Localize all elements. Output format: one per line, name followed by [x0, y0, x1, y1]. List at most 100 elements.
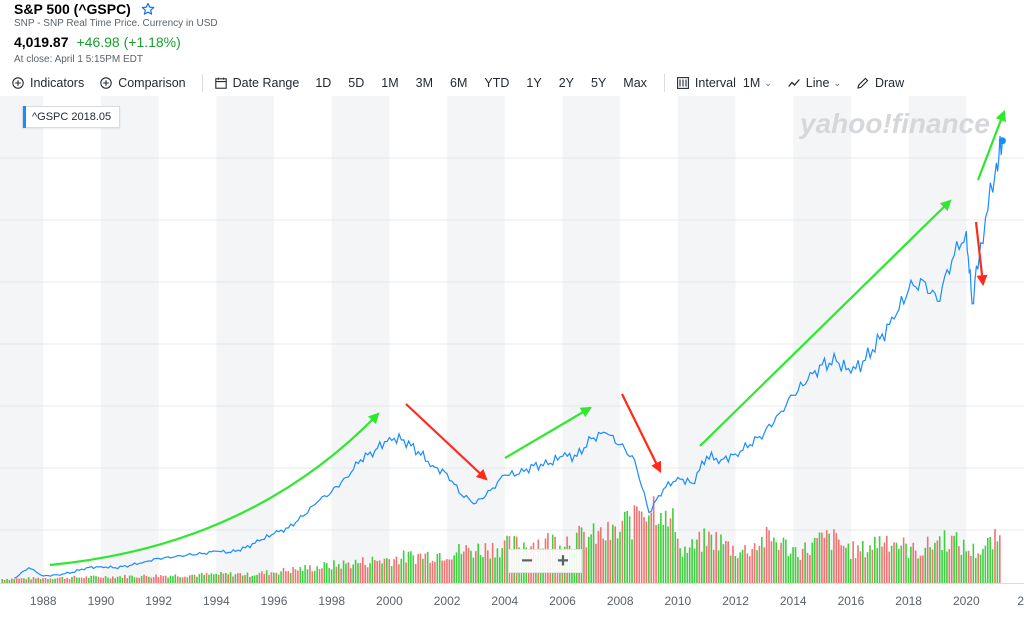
volume-bar	[648, 515, 650, 583]
range-6m[interactable]: 6M	[450, 76, 468, 90]
range-5y[interactable]: 5Y	[591, 76, 607, 90]
volume-bar	[489, 558, 492, 583]
range-ytd[interactable]: YTD	[484, 76, 510, 90]
down-trend-arrow	[974, 221, 988, 287]
volume-bar	[354, 559, 357, 583]
volume-bar	[237, 573, 239, 583]
series-legend[interactable]: ^GSPC 2018.05	[22, 106, 121, 128]
x-tick-label: 2002	[434, 594, 461, 608]
pencil-icon	[857, 77, 869, 89]
price-chart[interactable]: 1988 1990 1992 1994 1996 1998 2000 2002 2004 2006…	[0, 96, 1024, 618]
volume-bar	[960, 554, 963, 583]
date-range-label: Date Range	[232, 76, 300, 90]
toolbar-divider	[201, 74, 203, 92]
x-tick-label: 2008	[607, 594, 634, 608]
volume-bar	[626, 510, 629, 583]
volume-bar	[792, 547, 794, 583]
volume-bar	[503, 540, 506, 583]
volume-bar	[715, 532, 717, 583]
indicators-button[interactable]: Indicators	[12, 76, 84, 90]
range-5d[interactable]: 5D	[348, 76, 365, 90]
volume-bar	[386, 558, 388, 583]
volume-bar	[619, 531, 621, 583]
volume-bar	[734, 555, 737, 583]
volume-bar	[763, 547, 766, 583]
volume-bar	[833, 529, 835, 583]
volume-bar	[438, 553, 441, 583]
volume-bar	[857, 545, 859, 583]
volume-bar	[422, 558, 424, 583]
volume-bar	[698, 531, 701, 583]
volume-bar	[99, 577, 102, 583]
volume-bar	[37, 577, 40, 583]
volume-bar	[599, 527, 602, 583]
chart-area[interactable]: 1988 1990 1992 1994 1996 1998 2000 2002 2004 2006…	[0, 96, 1024, 618]
date-range-button[interactable]: Date Range	[214, 76, 300, 90]
volume-bar	[816, 538, 818, 583]
volume-bar	[426, 551, 429, 583]
range-1m[interactable]: 1M	[381, 76, 399, 90]
volume-bar	[294, 569, 297, 583]
volume-bar	[169, 575, 172, 583]
volume-bar	[590, 534, 592, 583]
volume-bar	[176, 576, 179, 583]
volume-bar	[837, 539, 840, 583]
volume-bar	[597, 530, 600, 583]
volume-bar	[643, 517, 645, 583]
volume-bar	[484, 543, 487, 583]
range-3m[interactable]: 3M	[415, 76, 434, 90]
volume-bar	[263, 573, 266, 583]
x-tick-label: 2006	[549, 594, 576, 608]
volume-bar	[828, 533, 830, 583]
volume-bar	[277, 574, 280, 583]
volume-bar	[253, 575, 256, 583]
range-1d[interactable]: 1D	[315, 76, 332, 90]
volume-bar	[768, 530, 770, 583]
volume-bar	[621, 520, 624, 583]
volume-bar	[155, 574, 157, 583]
volume-bar	[782, 537, 785, 583]
interval-dropdown[interactable]: Interval 1M ⌄	[676, 76, 772, 90]
volume-bar	[847, 543, 850, 583]
range-2y[interactable]: 2Y	[558, 76, 574, 90]
volume-bar	[359, 563, 362, 583]
chart-type-dropdown[interactable]: Line ⌄	[787, 76, 841, 90]
plus-circle-icon	[100, 77, 112, 89]
draw-label: Draw	[874, 76, 905, 90]
zoom-in-button[interactable]: +	[557, 549, 569, 572]
volume-bar	[765, 526, 768, 583]
volume-bar	[388, 559, 391, 583]
up-trend-arrow	[49, 412, 380, 567]
volume-bar	[136, 577, 138, 583]
volume-bar	[119, 576, 121, 583]
volume-bar	[458, 543, 460, 583]
volume-bar	[953, 535, 955, 583]
volume-bar	[979, 554, 982, 583]
chart-gridlines	[0, 157, 1024, 531]
volume-bar	[446, 559, 448, 583]
volume-bar	[203, 574, 205, 583]
volume-bar	[20, 578, 23, 583]
draw-button[interactable]: Draw	[857, 76, 904, 90]
zoom-out-button[interactable]: −	[521, 549, 533, 572]
volume-bar	[965, 551, 967, 583]
volume-bar	[229, 572, 232, 583]
background-band	[793, 96, 851, 583]
volume-bar	[140, 575, 143, 583]
volume-bar	[989, 536, 991, 583]
volume-bar	[777, 549, 780, 583]
x-tick-label: 1996	[261, 594, 288, 608]
volume-bar	[871, 549, 874, 583]
volume-bar	[215, 573, 217, 583]
volume-bar	[789, 553, 792, 583]
range-1y[interactable]: 1Y	[526, 76, 542, 90]
volume-bar	[280, 571, 282, 583]
volume-bar	[465, 545, 467, 583]
volume-bar	[587, 536, 590, 583]
volume-bar	[362, 557, 364, 583]
star-icon[interactable]	[141, 2, 155, 16]
comparison-button[interactable]: Comparison	[100, 76, 186, 90]
up-trend-arrow	[699, 199, 952, 447]
range-max[interactable]: Max	[623, 76, 647, 90]
x-tick-label: 1988	[30, 594, 57, 608]
